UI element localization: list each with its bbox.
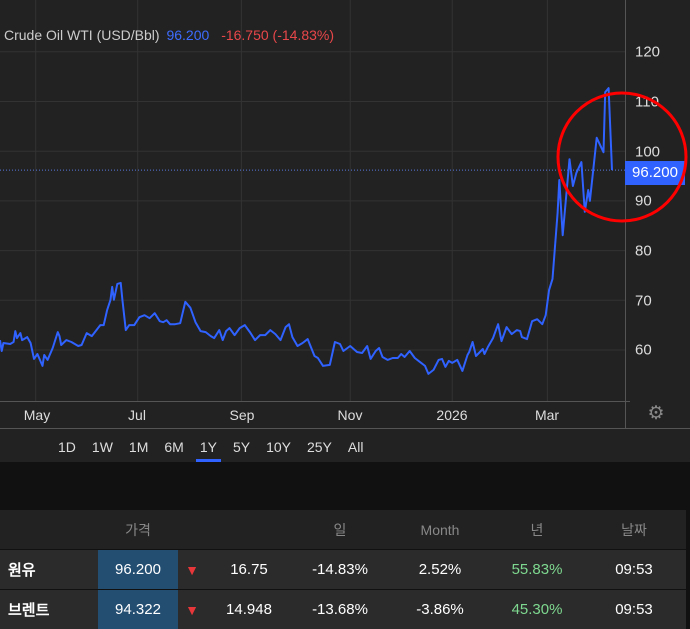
range-selector: 1D 1W 1M 6M 1Y 5Y 10Y 25Y All xyxy=(50,430,371,462)
x-tick-label: Mar xyxy=(534,407,560,423)
x-axis-divider xyxy=(0,401,630,402)
row-day: -13.68% xyxy=(312,601,368,618)
y-tick-label: 110 xyxy=(635,93,659,111)
row-day: -14.83% xyxy=(312,561,368,578)
range-6m[interactable]: 6M xyxy=(164,439,184,455)
y-tick-label: 80 xyxy=(635,242,652,260)
x-tick-label: Nov xyxy=(337,407,363,423)
y-tick-label: 60 xyxy=(635,341,652,359)
chart-panel: Crude Oil WTI (USD/Bbl) 96.200 -16.750 (… xyxy=(0,0,690,462)
down-arrow-icon: ▼ xyxy=(185,561,199,578)
range-1d[interactable]: 1D xyxy=(58,439,76,455)
row-name[interactable]: 원유 xyxy=(8,562,36,579)
x-tick-label: May xyxy=(23,407,51,423)
row-price: 96.200 xyxy=(98,550,178,589)
price-series-line xyxy=(0,87,613,375)
row-date: 09:53 xyxy=(615,601,653,618)
x-tick-label: Sep xyxy=(229,407,255,423)
col-date: 날짜 xyxy=(621,521,647,538)
y-tick-label: 70 xyxy=(635,292,652,310)
col-year: 년 xyxy=(530,521,544,538)
current-price: 96.200 xyxy=(166,27,210,43)
range-divider xyxy=(0,428,690,429)
y-tick-label: 100 xyxy=(635,143,661,161)
range-1m[interactable]: 1M xyxy=(128,439,149,455)
row-name[interactable]: 브렌트 xyxy=(8,602,50,619)
instrument-name: Crude Oil WTI (USD/Bbl) xyxy=(4,27,160,43)
range-5y[interactable]: 5Y xyxy=(232,439,251,455)
range-10y[interactable]: 10Y xyxy=(266,439,291,455)
settings-gear-icon[interactable]: ⚙ xyxy=(647,403,665,424)
col-day: 일 xyxy=(333,521,347,538)
price-chart[interactable] xyxy=(0,0,625,401)
y-axis-divider xyxy=(625,0,626,428)
y-tick-label: 90 xyxy=(635,192,652,210)
row-price: 94.322 xyxy=(98,590,178,629)
table-row-wti[interactable]: 원유 96.200 ▼ 16.75 -14.83% 2.52% 55.83% 0… xyxy=(0,549,686,589)
price-change: -16.750 (-14.83%) xyxy=(221,27,335,43)
range-all[interactable]: All xyxy=(347,439,364,455)
down-arrow-icon: ▼ xyxy=(185,601,199,618)
row-year: 45.30% xyxy=(511,601,563,618)
row-year: 55.83% xyxy=(511,561,563,578)
range-1y[interactable]: 1Y xyxy=(192,430,225,462)
col-price: 가격 xyxy=(125,521,151,538)
x-tick-label: Jul xyxy=(128,407,146,423)
row-date: 09:53 xyxy=(615,561,653,578)
table-header: 가격 일 Month 년 날짜 xyxy=(0,510,686,549)
row-month: -3.86% xyxy=(416,601,464,618)
row-month: 2.52% xyxy=(418,561,462,578)
range-25y[interactable]: 25Y xyxy=(306,439,332,455)
y-tick-label: 120 xyxy=(635,43,661,61)
row-change: 14.948 xyxy=(226,601,272,618)
current-price-tag: 96.200 xyxy=(625,161,685,185)
col-month: Month xyxy=(420,521,460,538)
table-row-brent[interactable]: 브렌트 94.322 ▼ 14.948 -13.68% -3.86% 45.30… xyxy=(0,589,686,629)
range-1w[interactable]: 1W xyxy=(91,439,113,455)
quotes-table: 가격 일 Month 년 날짜 원유 96.200 ▼ 16.75 -14.83… xyxy=(0,510,690,629)
row-change: 16.75 xyxy=(230,561,268,578)
chart-title: Crude Oil WTI (USD/Bbl) 96.200 -16.750 (… xyxy=(4,27,334,43)
x-tick-label: 2026 xyxy=(436,407,468,423)
